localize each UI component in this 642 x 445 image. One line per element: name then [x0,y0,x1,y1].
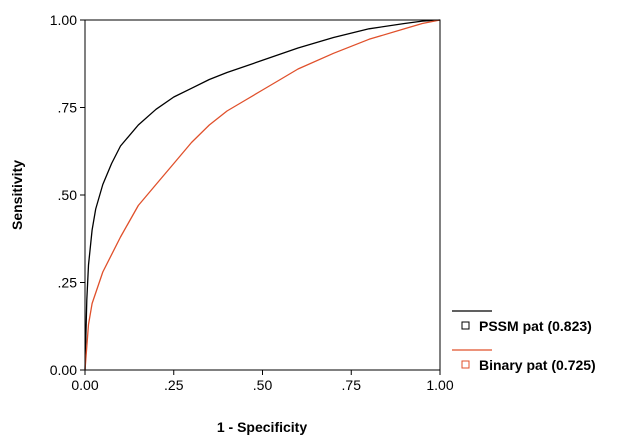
legend: PSSM pat (0.823) Binary pat (0.725) [452,310,596,373]
x-tick-label: .75 [342,377,362,393]
series-lines [84,19,441,371]
y-tick-label: .75 [58,100,78,116]
series-line-0 [84,19,441,371]
x-tick-label: 0.00 [71,377,98,393]
x-tick-label: 1.00 [426,377,453,393]
x-tick-label: .25 [164,377,184,393]
plot-area-frame [84,19,441,371]
y-tick-label: 1.00 [50,12,77,28]
y-tick-label: 0.00 [50,362,77,378]
y-tick-label: .25 [58,275,78,291]
legend-label-1: Binary pat (0.725) [479,357,596,373]
series-line-1 [84,19,441,371]
y-tick-label: .50 [58,187,78,203]
legend-label-0: PSSM pat (0.823) [479,318,592,334]
legend-swatch-0 [461,321,470,330]
y-axis-label: Sensitivity [9,160,25,230]
ticks-group: 0.00 .25 .50 .75 1.00 0.00 .25 .50 .75 1.00 [50,12,454,393]
legend-swatch-1 [461,360,470,369]
x-tick-label: .50 [253,377,273,393]
x-axis-label: 1 - Specificity [217,419,307,435]
